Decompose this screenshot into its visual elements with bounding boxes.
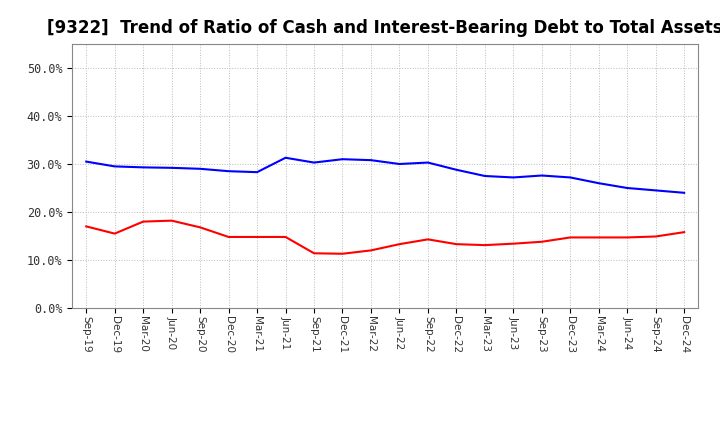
Interest-Bearing Debt <box>566 175 575 180</box>
Cash <box>196 225 204 230</box>
Cash <box>509 241 518 246</box>
Interest-Bearing Debt <box>282 155 290 161</box>
Interest-Bearing Debt <box>595 180 603 186</box>
Interest-Bearing Debt <box>253 169 261 175</box>
Interest-Bearing Debt <box>452 167 461 172</box>
Interest-Bearing Debt <box>110 164 119 169</box>
Cash <box>139 219 148 224</box>
Cash <box>82 224 91 229</box>
Cash <box>623 235 631 240</box>
Cash <box>537 239 546 244</box>
Cash <box>395 242 404 247</box>
Interest-Bearing Debt <box>623 185 631 191</box>
Interest-Bearing Debt <box>225 169 233 174</box>
Title: [9322]  Trend of Ratio of Cash and Interest-Bearing Debt to Total Assets: [9322] Trend of Ratio of Cash and Intere… <box>48 19 720 37</box>
Cash <box>366 248 375 253</box>
Interest-Bearing Debt <box>480 173 489 179</box>
Interest-Bearing Debt <box>423 160 432 165</box>
Cash <box>595 235 603 240</box>
Cash <box>680 230 688 235</box>
Line: Cash: Cash <box>86 220 684 254</box>
Interest-Bearing Debt <box>680 190 688 195</box>
Cash <box>310 251 318 256</box>
Cash <box>423 237 432 242</box>
Line: Interest-Bearing Debt: Interest-Bearing Debt <box>86 158 684 193</box>
Interest-Bearing Debt <box>509 175 518 180</box>
Interest-Bearing Debt <box>310 160 318 165</box>
Interest-Bearing Debt <box>82 159 91 164</box>
Cash <box>253 235 261 240</box>
Interest-Bearing Debt <box>338 157 347 162</box>
Cash <box>225 235 233 240</box>
Cash <box>282 235 290 240</box>
Interest-Bearing Debt <box>196 166 204 172</box>
Cash <box>338 251 347 257</box>
Interest-Bearing Debt <box>537 173 546 178</box>
Cash <box>652 234 660 239</box>
Cash <box>110 231 119 236</box>
Interest-Bearing Debt <box>167 165 176 170</box>
Interest-Bearing Debt <box>395 161 404 167</box>
Interest-Bearing Debt <box>139 165 148 170</box>
Interest-Bearing Debt <box>652 188 660 193</box>
Cash <box>452 242 461 247</box>
Cash <box>480 242 489 248</box>
Interest-Bearing Debt <box>366 158 375 163</box>
Cash <box>566 235 575 240</box>
Cash <box>167 218 176 223</box>
